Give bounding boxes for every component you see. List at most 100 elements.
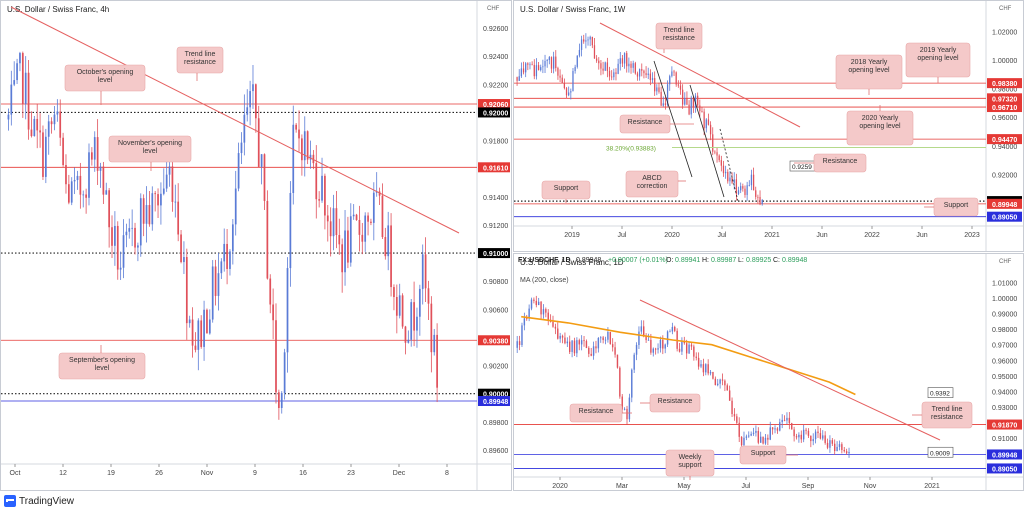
- x-tick-label: Jul: [618, 232, 627, 239]
- chart-4h-panel[interactable]: U.S. Dollar / Swiss Franc, 4h CHF 0.92600 0…: [0, 0, 512, 491]
- candle-body: [559, 75, 561, 78]
- y-tick-label: 1.01000: [992, 280, 1017, 287]
- candle-body: [416, 316, 418, 331]
- ohlc-change: +0.00007 (+0.01%): [608, 257, 668, 264]
- candle-body: [635, 344, 638, 355]
- candle-body: [647, 73, 649, 75]
- candle-body: [252, 84, 254, 92]
- x-tick-label: Sep: [802, 483, 815, 490]
- annotation-line: Trend line: [185, 51, 216, 58]
- price-tag-label: 0.90000: [483, 392, 508, 399]
- candle-body: [73, 180, 76, 182]
- x-tick-label: 19: [107, 470, 115, 477]
- candle-body: [266, 200, 269, 279]
- candle-body: [39, 130, 41, 133]
- tradingview-brand[interactable]: TradingView: [4, 495, 74, 507]
- candle-body: [116, 225, 119, 270]
- candle-body: [194, 345, 197, 350]
- candle-body: [99, 166, 102, 171]
- candle-body: [721, 379, 724, 381]
- annotation-line: 2018 Yearly: [851, 59, 888, 66]
- candle-body: [838, 444, 841, 447]
- price-tag-box: [478, 248, 510, 259]
- candle-body: [626, 408, 628, 420]
- candle-body: [752, 174, 755, 191]
- price-tag-label: 0.98380: [992, 81, 1017, 88]
- candle-body: [554, 326, 557, 329]
- y-tick-label: 0.91200: [483, 223, 508, 230]
- candle-body: [528, 308, 530, 319]
- candle-body: [709, 124, 712, 135]
- chart-title: U.S. Dollar / Swiss Franc, 1D: [520, 258, 624, 267]
- candle-body: [529, 64, 531, 66]
- y-tick-label: 0.91800: [483, 139, 508, 146]
- candle-body: [848, 451, 850, 454]
- ohlc-c-key: C:: [773, 257, 780, 264]
- price-tag-box: [987, 211, 1022, 222]
- candle-body: [24, 72, 27, 105]
- candle-body: [714, 151, 716, 153]
- candle-body: [795, 436, 798, 438]
- candle-body: [604, 339, 607, 341]
- y-tick-label: 0.99000: [992, 312, 1017, 319]
- price-tag-box: [987, 449, 1022, 460]
- candle-body: [535, 65, 538, 77]
- candle-body: [573, 340, 576, 354]
- candle-body: [280, 393, 283, 409]
- annotation-line: Support: [751, 450, 776, 457]
- candle-body: [10, 84, 13, 115]
- candle-body: [607, 332, 609, 340]
- candle-body: [783, 419, 786, 421]
- candle-body: [544, 61, 546, 67]
- candle-body: [208, 319, 211, 334]
- candle-body: [283, 352, 286, 394]
- candle-body: [295, 124, 297, 130]
- candle-body: [745, 436, 748, 438]
- price-tag-box: [987, 134, 1022, 145]
- candle-body: [111, 227, 113, 246]
- candle-body: [720, 160, 722, 166]
- candle-body: [600, 63, 602, 69]
- candle-body: [674, 326, 676, 331]
- candle-body: [767, 437, 769, 440]
- candle-body: [574, 66, 576, 72]
- y-tick-label: 0.98000: [992, 327, 1017, 334]
- y-tick-label: 0.96000: [992, 115, 1017, 122]
- price-tag-label: 0.91610: [483, 165, 508, 172]
- chart-weekly-panel[interactable]: U.S. Dollar / Swiss Franc, 1W CHF 1.02000 1…: [513, 0, 1024, 252]
- candle-body: [650, 339, 652, 353]
- candle-body: [597, 337, 600, 349]
- ohlc-symbol: FX:USDCHF, 1D: [518, 257, 571, 264]
- candle-body: [724, 171, 727, 174]
- candle-body: [697, 95, 699, 106]
- annotation-line: ABCD: [642, 175, 661, 182]
- annotation-line: November's opening: [118, 140, 182, 147]
- inline-value-label: 0.9009: [930, 450, 950, 457]
- x-tick-label: Mar: [616, 483, 629, 490]
- candle-body: [572, 71, 574, 92]
- candle-body: [578, 49, 581, 56]
- candle-body: [633, 354, 635, 370]
- candle-body: [535, 300, 538, 306]
- candle-body: [677, 84, 679, 86]
- candle-body: [598, 60, 600, 64]
- price-tag-box: [987, 93, 1022, 104]
- candle-body: [701, 111, 703, 112]
- candle-body: [755, 190, 757, 197]
- chart-daily-panel[interactable]: U.S. Dollar / Swiss Franc, 1D CHF 1.01000 1…: [513, 253, 1024, 491]
- candle-body: [649, 73, 652, 81]
- candle-body: [748, 185, 750, 186]
- candle-body: [30, 129, 33, 137]
- candle-body: [700, 364, 702, 367]
- y-tick-label: 1.02000: [992, 29, 1017, 36]
- annotation-line: Support: [944, 202, 969, 209]
- candle-body: [329, 221, 332, 237]
- candle-body: [669, 331, 671, 333]
- price-tag-label: 0.97320: [992, 96, 1017, 103]
- candle-body: [798, 434, 800, 438]
- annotation-line: resistance: [931, 414, 963, 421]
- candle-body: [757, 196, 759, 198]
- price-tag-label: 0.92000: [483, 110, 508, 117]
- candle-body: [736, 416, 738, 423]
